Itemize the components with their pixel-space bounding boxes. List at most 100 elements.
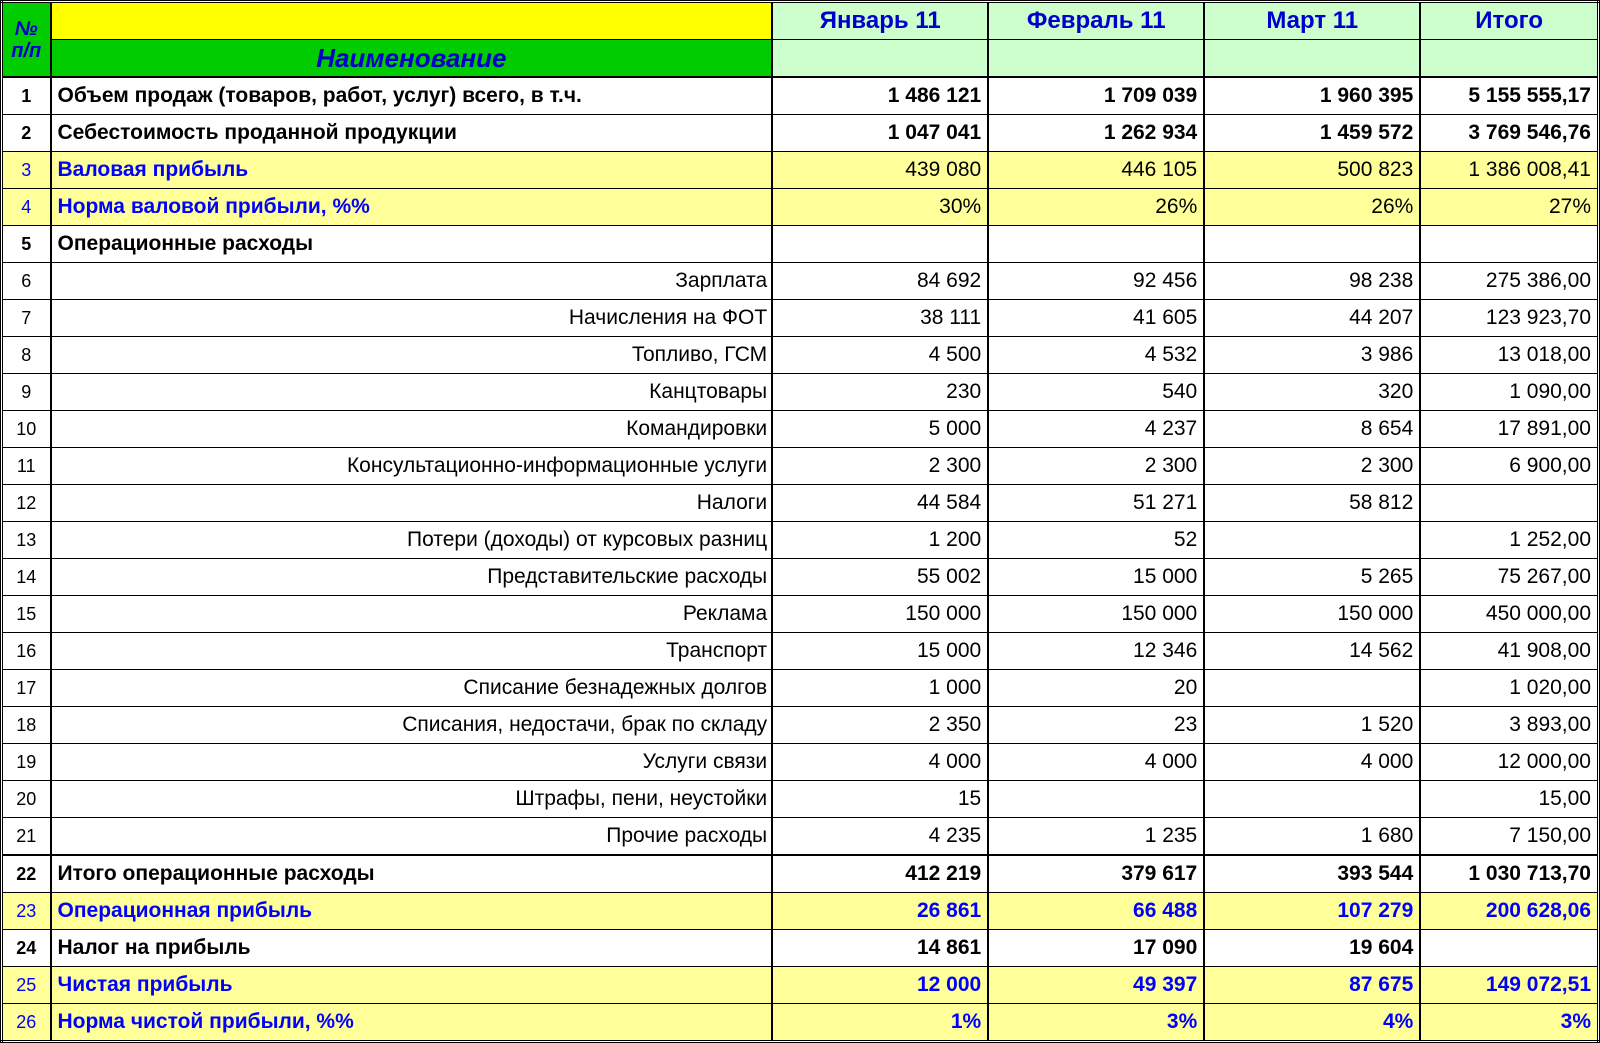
cell-month-2: 540 xyxy=(988,374,1204,411)
row-number: 9 xyxy=(2,374,51,411)
cell-total: 1 030 713,70 xyxy=(1420,855,1598,893)
cell-total: 3 769 546,76 xyxy=(1420,115,1598,152)
row-name: Объем продаж (товаров, работ, услуг) все… xyxy=(51,77,773,115)
row-name: Валовая прибыль xyxy=(51,152,773,189)
header-rownum: №п/п xyxy=(2,2,51,78)
row-number: 23 xyxy=(2,893,51,930)
cell-month-3: 1 459 572 xyxy=(1204,115,1420,152)
cell-month-3: 1 520 xyxy=(1204,707,1420,744)
cell-month-2: 17 090 xyxy=(988,930,1204,967)
table-row: 25Чистая прибыль12 00049 39787 675149 07… xyxy=(2,967,1599,1004)
header-rownum-line1: № xyxy=(15,18,38,40)
cell-total: 75 267,00 xyxy=(1420,559,1598,596)
cell-total: 450 000,00 xyxy=(1420,596,1598,633)
cell-month-2: 20 xyxy=(988,670,1204,707)
cell-month-1: 55 002 xyxy=(772,559,988,596)
cell-total: 7 150,00 xyxy=(1420,818,1598,856)
cell-month-1: 1 047 041 xyxy=(772,115,988,152)
cell-month-2: 4 532 xyxy=(988,337,1204,374)
header-name: Наименование xyxy=(51,40,773,78)
cell-month-1: 439 080 xyxy=(772,152,988,189)
table-row: 11Консультационно-информационные услуги2… xyxy=(2,448,1599,485)
cell-month-2: 51 271 xyxy=(988,485,1204,522)
cell-month-3: 14 562 xyxy=(1204,633,1420,670)
table-row: 26Норма чистой прибыли, %%1%3%4%3% xyxy=(2,1004,1599,1042)
cell-month-3 xyxy=(1204,781,1420,818)
cell-total: 149 072,51 xyxy=(1420,967,1598,1004)
header-corner xyxy=(51,2,773,40)
row-name: Операционная прибыль xyxy=(51,893,773,930)
cell-total: 41 908,00 xyxy=(1420,633,1598,670)
cell-total: 275 386,00 xyxy=(1420,263,1598,300)
row-name: Операционные расходы xyxy=(51,226,773,263)
header-month-3: Март 11 xyxy=(1204,2,1420,40)
cell-total: 17 891,00 xyxy=(1420,411,1598,448)
cell-month-2: 1 709 039 xyxy=(988,77,1204,115)
cell-total: 1 020,00 xyxy=(1420,670,1598,707)
cell-month-1: 1 000 xyxy=(772,670,988,707)
cell-month-3: 500 823 xyxy=(1204,152,1420,189)
cell-month-2: 52 xyxy=(988,522,1204,559)
row-name: Командировки xyxy=(51,411,773,448)
table-row: 13Потери (доходы) от курсовых разниц1 20… xyxy=(2,522,1599,559)
cell-total: 1 090,00 xyxy=(1420,374,1598,411)
cell-month-1: 4 235 xyxy=(772,818,988,856)
row-number: 26 xyxy=(2,1004,51,1042)
row-name: Начисления на ФОТ xyxy=(51,300,773,337)
header-sub-1 xyxy=(772,40,988,78)
cell-month-1: 4 000 xyxy=(772,744,988,781)
cell-total xyxy=(1420,930,1598,967)
row-name: Зарплата xyxy=(51,263,773,300)
cell-total xyxy=(1420,485,1598,522)
header-sub-3 xyxy=(1204,40,1420,78)
row-name: Норма валовой прибыли, %% xyxy=(51,189,773,226)
row-name: Консультационно-информационные услуги xyxy=(51,448,773,485)
table-row: 5Операционные расходы xyxy=(2,226,1599,263)
row-number: 1 xyxy=(2,77,51,115)
cell-month-2: 3% xyxy=(988,1004,1204,1042)
cell-total xyxy=(1420,226,1598,263)
cell-month-3: 150 000 xyxy=(1204,596,1420,633)
row-name: Норма чистой прибыли, %% xyxy=(51,1004,773,1042)
cell-month-2: 41 605 xyxy=(988,300,1204,337)
cell-total: 5 155 555,17 xyxy=(1420,77,1598,115)
row-number: 7 xyxy=(2,300,51,337)
cell-month-2: 92 456 xyxy=(988,263,1204,300)
header-rownum-line2: п/п xyxy=(11,40,41,62)
cell-month-3: 58 812 xyxy=(1204,485,1420,522)
cell-month-3: 320 xyxy=(1204,374,1420,411)
row-number: 21 xyxy=(2,818,51,856)
row-name: Услуги связи xyxy=(51,744,773,781)
row-number: 19 xyxy=(2,744,51,781)
cell-month-2: 15 000 xyxy=(988,559,1204,596)
cell-month-2: 2 300 xyxy=(988,448,1204,485)
row-number: 25 xyxy=(2,967,51,1004)
cell-month-1 xyxy=(772,226,988,263)
cell-total: 6 900,00 xyxy=(1420,448,1598,485)
table-row: 21Прочие расходы4 2351 2351 6807 150,00 xyxy=(2,818,1599,856)
row-number: 18 xyxy=(2,707,51,744)
table-row: 19Услуги связи4 0004 0004 00012 000,00 xyxy=(2,744,1599,781)
table-row: 4Норма валовой прибыли, %%30%26%26%27% xyxy=(2,189,1599,226)
cell-month-1: 150 000 xyxy=(772,596,988,633)
cell-total: 12 000,00 xyxy=(1420,744,1598,781)
cell-month-2 xyxy=(988,781,1204,818)
header-month-2: Февраль 11 xyxy=(988,2,1204,40)
cell-month-3: 3 986 xyxy=(1204,337,1420,374)
table-row: 3Валовая прибыль439 080446 105500 8231 3… xyxy=(2,152,1599,189)
cell-month-2: 66 488 xyxy=(988,893,1204,930)
cell-month-3: 1 960 395 xyxy=(1204,77,1420,115)
row-number: 22 xyxy=(2,855,51,893)
cell-month-3: 393 544 xyxy=(1204,855,1420,893)
row-number: 8 xyxy=(2,337,51,374)
row-name: Списание безнадежных долгов xyxy=(51,670,773,707)
cell-total: 13 018,00 xyxy=(1420,337,1598,374)
table-row: 24Налог на прибыль14 86117 09019 604 xyxy=(2,930,1599,967)
row-name: Списания, недостачи, брак по складу xyxy=(51,707,773,744)
cell-month-3: 1 680 xyxy=(1204,818,1420,856)
cell-month-2: 4 000 xyxy=(988,744,1204,781)
cell-month-3: 98 238 xyxy=(1204,263,1420,300)
cell-month-1: 2 300 xyxy=(772,448,988,485)
profit-loss-table: №п/п Январь 11 Февраль 11 Март 11 Итого … xyxy=(0,0,1600,1043)
cell-month-3 xyxy=(1204,670,1420,707)
